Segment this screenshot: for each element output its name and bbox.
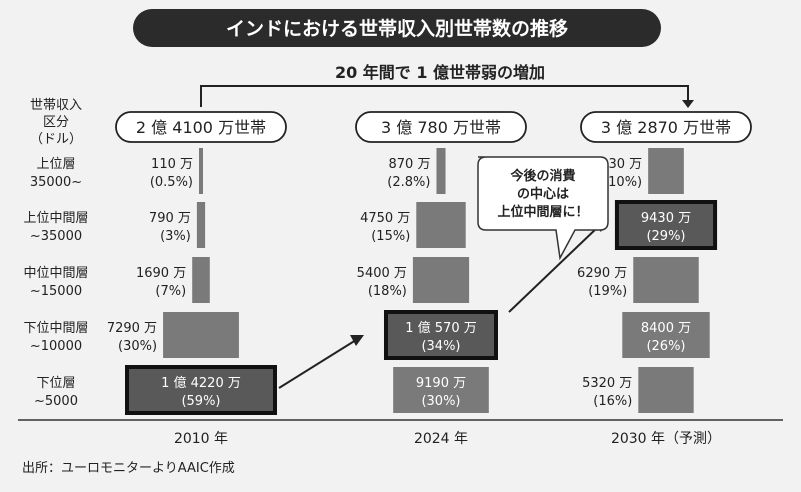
source-note: 出所：ユーロモニターよりAAIC作成 (22, 461, 235, 476)
row-label-range: ~35000 (30, 229, 82, 244)
bar-1-3 (416, 202, 466, 248)
bar-share-label: (15%) (371, 229, 410, 244)
row-label-name: 中位中間層 (23, 266, 88, 281)
bar-value-label: 8400 万 (641, 321, 691, 336)
bar-share-label: (7%) (155, 284, 186, 299)
bar-2-2 (633, 257, 699, 303)
row-label-range: ~10000 (30, 339, 82, 354)
bar-value-label: 7290 万 (107, 321, 157, 336)
bar-value-label: 870 万 (389, 157, 431, 172)
total-pill (355, 111, 527, 143)
bar-value-label: 1 億 4220 万 (161, 375, 241, 391)
bar-share-label: (10%) (603, 175, 642, 190)
bar-1-1 (383, 310, 499, 360)
bar-2-0 (638, 367, 694, 413)
axis-header-line2: 区分 (43, 115, 69, 130)
shift-arrow-1 (278, 339, 357, 389)
callout-bubble (477, 156, 609, 261)
axis-header-line1: 世帯収入 (30, 98, 82, 113)
total-label: 2 億 4100 万世帯 (136, 118, 266, 137)
x-tick-label: 2030 年（予測） (611, 431, 721, 447)
bar-share-label: (0.5%) (150, 175, 193, 190)
shift-arrow-1-head (350, 335, 364, 346)
bar-0-4 (199, 148, 203, 194)
row-label-name: 下位中間層 (23, 321, 88, 336)
bar-value-label: 9430 万 (641, 211, 691, 226)
axis-header-line3: （ドル） (30, 132, 82, 147)
bar-value-label: 110 万 (151, 157, 193, 172)
chart-subtitle: 20 年間で 1 億世帯弱の増加 (335, 63, 545, 82)
row-label-name: 上位中間層 (23, 211, 88, 226)
bar-1-4 (436, 148, 446, 194)
callout-line2: の中心は (517, 186, 569, 202)
bar-share-label: (29%) (646, 229, 685, 244)
bar-1-0 (393, 367, 489, 413)
total-label: 3 億 780 万世帯 (381, 118, 501, 137)
total-pill (115, 111, 287, 143)
x-tick-label: 2024 年 (414, 431, 468, 447)
bar-value-label: 5320 万 (582, 376, 632, 391)
bar-value-label: 1690 万 (136, 266, 186, 281)
total-label: 3 億 2870 万世帯 (601, 118, 731, 137)
x-tick-label: 2010 年 (174, 431, 228, 447)
bar-share-label: (34%) (421, 339, 460, 354)
chart-title: インドにおける世帯収入別世帯数の推移 (226, 17, 568, 40)
bar-0-2 (192, 257, 210, 303)
row-label-range: ~5000 (34, 394, 78, 409)
bar-share-label: (2.8%) (387, 175, 430, 190)
row-label-range: ~15000 (30, 284, 82, 299)
bar-share-label: (18%) (368, 284, 407, 299)
bar-0-3 (196, 202, 206, 248)
bar-value-label: 790 万 (149, 211, 191, 226)
bar-1-2 (412, 257, 470, 303)
bar-0-0 (125, 365, 277, 415)
bar-0-1 (163, 312, 239, 358)
row-label-name: 下位層 (36, 376, 75, 391)
bar-share-label: (19%) (588, 284, 627, 299)
bar-value-label: 1 億 570 万 (405, 320, 476, 336)
bar-2-4 (648, 148, 684, 194)
bar-share-label: (3%) (160, 229, 191, 244)
bar-share-label: (59%) (181, 394, 220, 409)
shift-arrow-2 (508, 225, 600, 313)
bar-2-3 (614, 200, 718, 250)
bar-2-1 (622, 312, 710, 358)
title-banner (133, 9, 661, 47)
bar-share-label: (16%) (593, 394, 632, 409)
callout-line1: 今後の消費 (509, 168, 575, 184)
callout-line3: 上位中間層に！ (497, 204, 588, 220)
bar-share-label: (30%) (421, 394, 460, 409)
bar-value-label: 9190 万 (416, 376, 466, 391)
row-label-name: 上位層 (36, 157, 75, 172)
total-pill (580, 111, 752, 143)
growth-bracket-arrowhead (682, 100, 694, 108)
bar-value-label: 6290 万 (577, 266, 627, 281)
bar-share-label: (30%) (118, 339, 157, 354)
bar-value-label: 5400 万 (357, 266, 407, 281)
bar-share-label: (26%) (646, 339, 685, 354)
row-label-range: 35000~ (30, 175, 82, 190)
bar-value-label: 4750 万 (360, 211, 410, 226)
growth-bracket (200, 85, 689, 107)
